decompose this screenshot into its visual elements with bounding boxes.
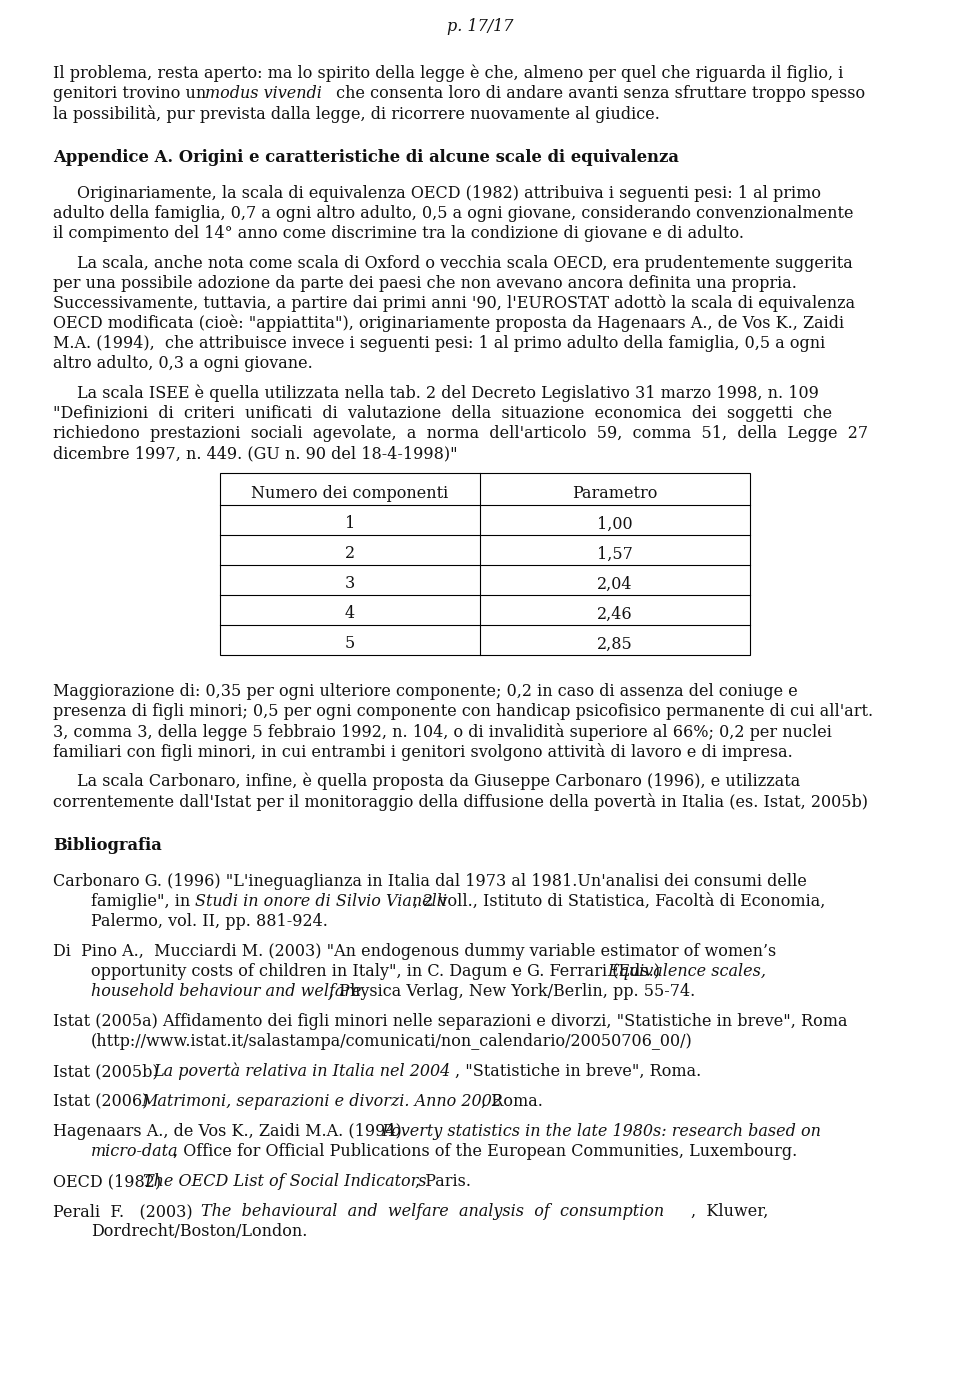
Text: La scala, anche nota come scala di Oxford o vecchia scala OECD, era prudentement: La scala, anche nota come scala di Oxfor… <box>77 255 852 272</box>
Text: familiari con figli minori, in cui entrambi i genitori svolgono attività di lavo: familiari con figli minori, in cui entra… <box>53 743 793 761</box>
Text: Studi in onore di Silvio Vianelli: Studi in onore di Silvio Vianelli <box>195 894 447 910</box>
Text: , "Statistiche in breve", Roma.: , "Statistiche in breve", Roma. <box>455 1063 701 1080</box>
Text: richiedono  prestazioni  sociali  agevolate,  a  norma  dell'articolo  59,  comm: richiedono prestazioni sociali agevolate… <box>53 425 868 443</box>
Text: modus vivendi: modus vivendi <box>205 85 322 102</box>
Text: il compimento del 14° anno come discrimine tra la condizione di giovane e di adu: il compimento del 14° anno come discrimi… <box>53 225 744 241</box>
Text: OECD (1982): OECD (1982) <box>53 1174 166 1190</box>
Text: opportunity costs of children in Italy", in C. Dagum e G. Ferrari (Eds.): opportunity costs of children in Italy",… <box>91 963 665 980</box>
Text: adulto della famiglia, 0,7 a ogni altro adulto, 0,5 a ogni giovane, considerando: adulto della famiglia, 0,7 a ogni altro … <box>53 205 853 222</box>
Text: , 2 voll., Istituto di Statistica, Facoltà di Economia,: , 2 voll., Istituto di Statistica, Facol… <box>413 894 826 910</box>
Text: 1,57: 1,57 <box>597 546 633 563</box>
Text: 2: 2 <box>345 546 355 563</box>
Text: p. 17/17: p. 17/17 <box>446 18 514 34</box>
Text: The  behavioural  and  welfare  analysis  of  consumption: The behavioural and welfare analysis of … <box>201 1202 664 1220</box>
Text: Istat (2005b): Istat (2005b) <box>53 1063 164 1080</box>
Text: Poverty statistics in the late 1980s: research based on: Poverty statistics in the late 1980s: re… <box>381 1123 821 1140</box>
Text: Successivamente, tuttavia, a partire dai primi anni '90, l'EUROSTAT adottò la sc: Successivamente, tuttavia, a partire dai… <box>53 295 855 313</box>
Text: , Physica Verlag, New York/Berlin, pp. 55-74.: , Physica Verlag, New York/Berlin, pp. 5… <box>329 983 695 1000</box>
Text: Hagenaars A., de Vos K., Zaidi M.A. (1994): Hagenaars A., de Vos K., Zaidi M.A. (199… <box>53 1123 407 1140</box>
Text: "Definizioni  di  criteri  unificati  di  valutazione  della  situazione  econom: "Definizioni di criteri unificati di val… <box>53 405 832 422</box>
Text: Di  Pino A.,  Mucciardi M. (2003) "An endogenous dummy variable estimator of wom: Di Pino A., Mucciardi M. (2003) "An endo… <box>53 943 777 960</box>
Text: che consenta loro di andare avanti senza sfruttare troppo spesso: che consenta loro di andare avanti senza… <box>331 85 865 102</box>
Text: altro adulto, 0,3 a ogni giovane.: altro adulto, 0,3 a ogni giovane. <box>53 354 313 372</box>
Text: Matrimoni, separazioni e divorzi. Anno 2002: Matrimoni, separazioni e divorzi. Anno 2… <box>141 1094 502 1110</box>
Text: 3: 3 <box>345 575 355 593</box>
Text: Parametro: Parametro <box>572 485 658 502</box>
Text: Maggiorazione di: 0,35 per ogni ulteriore componente; 0,2 in caso di assenza del: Maggiorazione di: 0,35 per ogni ulterior… <box>53 683 798 701</box>
Text: La povertà relativa in Italia nel 2004: La povertà relativa in Italia nel 2004 <box>153 1063 450 1081</box>
Text: , Roma.: , Roma. <box>481 1094 542 1110</box>
Text: 2,85: 2,85 <box>597 636 633 652</box>
Text: 2,04: 2,04 <box>597 575 633 593</box>
Text: Istat (2005a) Affidamento dei figli minori nelle separazioni e divorzi, "Statist: Istat (2005a) Affidamento dei figli mino… <box>53 1014 848 1030</box>
Text: dicembre 1997, n. 449. (GU n. 90 del 18-4-1998)": dicembre 1997, n. 449. (GU n. 90 del 18-… <box>53 445 458 462</box>
Text: Istat (2006): Istat (2006) <box>53 1094 154 1110</box>
Text: per una possibile adozione da parte dei paesi che non avevano ancora definita un: per una possibile adozione da parte dei … <box>53 274 797 292</box>
Text: Il problema, resta aperto: ma lo spirito della legge è che, almeno per quel che : Il problema, resta aperto: ma lo spirito… <box>53 65 844 83</box>
Text: ,  Kluwer,: , Kluwer, <box>691 1202 768 1220</box>
Text: Numero dei componenti: Numero dei componenti <box>252 485 448 502</box>
Text: presenza di figli minori; 0,5 per ogni componente con handicap psicofisico perma: presenza di figli minori; 0,5 per ogni c… <box>53 703 874 720</box>
Text: household behaviour and welfare: household behaviour and welfare <box>91 983 362 1000</box>
Text: OECD modificata (cioè: "appiattita"), originariamente proposta da Hagenaars A., : OECD modificata (cioè: "appiattita"), or… <box>53 314 844 332</box>
Text: Bibliografia: Bibliografia <box>53 837 161 854</box>
Text: genitori trovino un: genitori trovino un <box>53 85 211 102</box>
Text: , Paris.: , Paris. <box>415 1174 471 1190</box>
Text: 2,46: 2,46 <box>597 605 633 622</box>
Text: The OECD List of Social Indicators: The OECD List of Social Indicators <box>143 1174 426 1190</box>
Text: , Office for Official Publications of the European Communities, Luxembourg.: , Office for Official Publications of th… <box>173 1143 797 1160</box>
Text: Palermo, vol. II, pp. 881-924.: Palermo, vol. II, pp. 881-924. <box>91 913 328 929</box>
Text: Originariamente, la scala di equivalenza OECD (1982) attribuiva i seguenti pesi:: Originariamente, la scala di equivalenza… <box>77 185 821 201</box>
Text: La scala Carbonaro, infine, è quella proposta da Giuseppe Carbonaro (1996), e ut: La scala Carbonaro, infine, è quella pro… <box>77 774 801 790</box>
Text: 1: 1 <box>345 516 355 532</box>
Text: Carbonaro G. (1996) "L'ineguaglianza in Italia dal 1973 al 1981.Un'analisi dei c: Carbonaro G. (1996) "L'ineguaglianza in … <box>53 873 806 889</box>
Text: 1,00: 1,00 <box>597 516 633 532</box>
Text: la possibilità, pur prevista dalla legge, di ricorrere nuovamente al giudice.: la possibilità, pur prevista dalla legge… <box>53 105 660 123</box>
Text: M.A. (1994),  che attribuisce invece i seguenti pesi: 1 al primo adulto della fa: M.A. (1994), che attribuisce invece i se… <box>53 335 826 352</box>
Text: Appendice A. Origini e caratteristiche di alcune scale di equivalenza: Appendice A. Origini e caratteristiche d… <box>53 149 679 165</box>
Text: La scala ISEE è quella utilizzata nella tab. 2 del Decreto Legislativo 31 marzo : La scala ISEE è quella utilizzata nella … <box>77 385 819 403</box>
Text: 3, comma 3, della legge 5 febbraio 1992, n. 104, o di invalidità superiore al 66: 3, comma 3, della legge 5 febbraio 1992,… <box>53 723 832 741</box>
Text: 4: 4 <box>345 605 355 622</box>
Text: 5: 5 <box>345 636 355 652</box>
Text: Perali  F.   (2003): Perali F. (2003) <box>53 1202 203 1220</box>
Text: famiglie", in: famiglie", in <box>91 894 196 910</box>
Text: Equivalence scales,: Equivalence scales, <box>607 963 766 980</box>
Bar <box>220 473 750 655</box>
Text: micro-data: micro-data <box>91 1143 179 1160</box>
Text: Dordrecht/Boston/London.: Dordrecht/Boston/London. <box>91 1223 307 1240</box>
Text: correntemente dall'Istat per il monitoraggio della diffusione della povertà in I: correntemente dall'Istat per il monitora… <box>53 793 868 811</box>
Text: (http://www.istat.it/salastampa/comunicati/non_calendario/20050706_00/): (http://www.istat.it/salastampa/comunica… <box>91 1033 693 1049</box>
